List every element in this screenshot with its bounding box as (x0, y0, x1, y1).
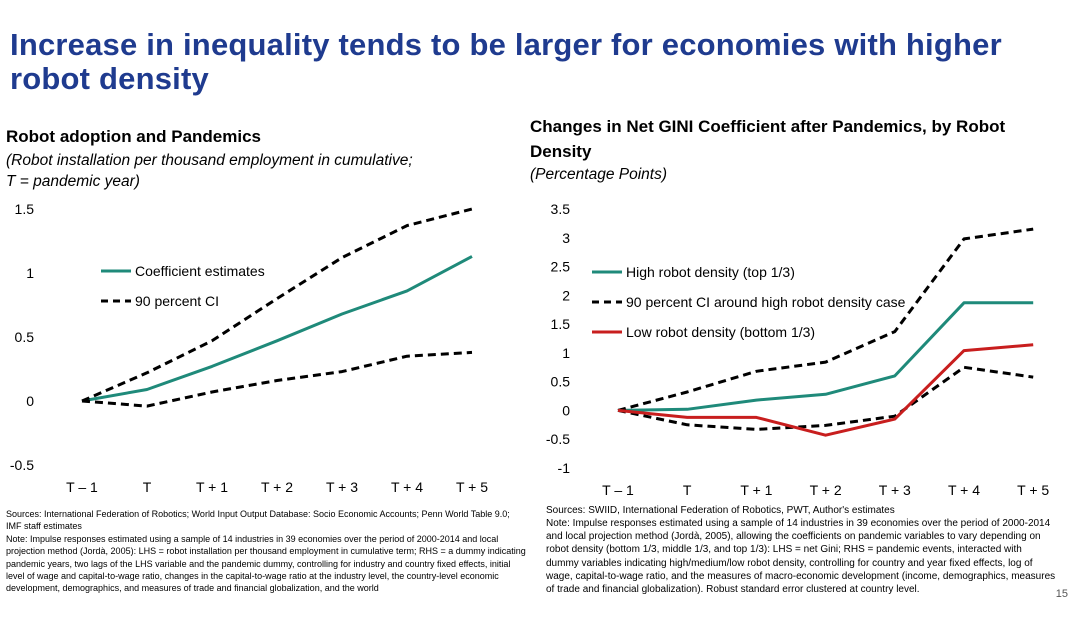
series-line-high-robot-density-top-1-3 (617, 301, 1034, 412)
x-tick-label: T + 2 (810, 482, 842, 498)
y-tick-label: 1.5 (551, 316, 571, 332)
legend-label-coefficient-estimates: Coefficient estimates (135, 263, 265, 279)
right-chart-title-2: Density (530, 142, 592, 161)
left-note: Note: Impulse responses estimated using … (6, 534, 526, 594)
legend-label-90-percent-ci-around-high-robot-density-case: 90 percent CI around high robot density … (626, 294, 906, 310)
x-tick-label: T + 1 (196, 479, 228, 495)
y-tick-label: -0.5 (10, 457, 34, 473)
series-line-low-robot-density-bottom-1-3 (617, 343, 1034, 437)
left-chart-subtitle-1: (Robot installation per thousand employm… (6, 152, 413, 169)
y-tick-label: 0 (562, 402, 570, 418)
y-tick-label: 2 (562, 287, 570, 303)
x-tick-label: T – 1 (602, 482, 634, 498)
series-line-90-percent-ci (81, 207, 473, 403)
x-tick-label: T – 1 (66, 479, 98, 495)
y-tick-label: 1 (26, 265, 34, 281)
page-number: 15 (1055, 588, 1068, 600)
x-tick-label: T (683, 482, 692, 498)
y-tick-label: 1 (562, 345, 570, 361)
legend-label-low-robot-density-bottom-1-3: Low robot density (bottom 1/3) (626, 324, 815, 340)
x-tick-label: T + 4 (948, 482, 980, 498)
y-tick-label: 0.5 (551, 374, 571, 390)
x-tick-label: T + 4 (391, 479, 423, 495)
x-tick-label: T + 3 (326, 479, 358, 495)
x-tick-label: T + 1 (740, 482, 772, 498)
left-chart-title: Robot adoption and Pandemics (6, 127, 262, 146)
x-tick-label: T (143, 479, 152, 495)
right-note: Note: Impulse responses estimated using … (546, 518, 1056, 596)
x-tick-label: T + 3 (879, 482, 911, 498)
right-chart-title-1: Changes in Net GINI Coefficient after Pa… (530, 117, 1006, 136)
x-tick-label: T + 5 (1017, 482, 1049, 498)
y-tick-label: 0 (26, 393, 34, 409)
series-line-coefficient-estimates (81, 255, 473, 403)
right-sources: Sources: SWIID, International Federation… (546, 505, 895, 516)
right-chart-subtitle: (Percentage Points) (530, 166, 667, 183)
y-tick-label: 2.5 (551, 259, 571, 275)
y-tick-label: -1 (558, 460, 571, 476)
right-line-chart: 3.5 3 2.5 2 1.5 1 0.5 0 -0.5 -1 T – 1 T T + 1 T + 2 T … (546, 201, 1050, 498)
x-tick-label: T + 5 (456, 479, 488, 495)
y-tick-label: 3 (562, 230, 570, 246)
y-tick-label: 1.5 (15, 201, 35, 217)
left-chart-subtitle-2: T = pandemic year) (6, 173, 140, 190)
series-line-90-percent-ci-around-high-robot-density-case (617, 227, 1034, 412)
y-tick-label: 0.5 (15, 329, 35, 345)
legend-label-90-percent-ci: 90 percent CI (135, 293, 219, 309)
slide-title: Increase in inequality tends to be large… (10, 27, 1002, 96)
y-tick-label: -0.5 (546, 431, 570, 447)
series-line-ci-lower (617, 365, 1034, 431)
x-tick-label: T + 2 (261, 479, 293, 495)
legend-label-high-robot-density-top-1-3: High robot density (top 1/3) (626, 264, 795, 280)
y-tick-label: 3.5 (551, 201, 571, 217)
series-line-ci-lower (81, 350, 473, 408)
left-line-chart: 1.5 1 0.5 0 -0.5 T – 1 T T + 1 T + 2 T + 3 T + 4 T … (10, 201, 488, 495)
left-sources: Sources: International Federation of Rob… (6, 509, 510, 532)
